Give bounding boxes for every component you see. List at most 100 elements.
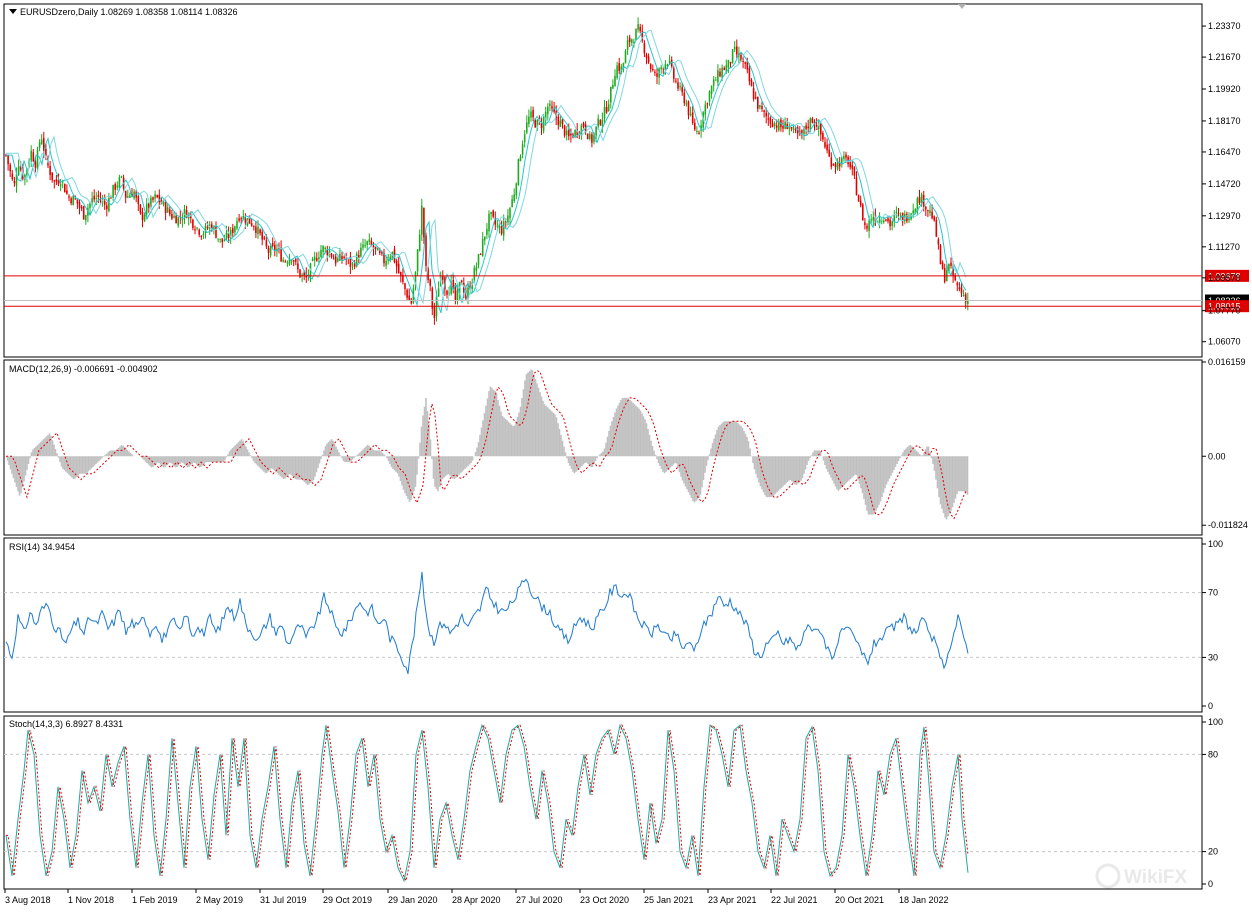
candle-body — [127, 196, 129, 198]
candle-body — [801, 130, 803, 133]
date-axis-label: 27 Jul 2020 — [516, 895, 563, 905]
candle-body — [895, 212, 898, 214]
stoch-series-layer — [4, 723, 1202, 883]
candle-body — [442, 275, 444, 280]
candle-body — [200, 235, 203, 237]
candle-body — [679, 85, 681, 87]
date-axis-label: 29 Oct 2019 — [323, 895, 372, 905]
price-axis-label: 1.09570 — [1208, 273, 1241, 283]
candle-body — [698, 132, 700, 134]
candle-body — [423, 208, 425, 238]
candle-body — [145, 203, 148, 215]
candle-body — [505, 221, 507, 223]
candle-body — [255, 226, 257, 233]
price-axis-label: 1.14720 — [1208, 179, 1241, 189]
candle-body — [931, 211, 933, 219]
candle-body — [229, 229, 232, 239]
candle-body — [668, 60, 671, 64]
candle-body — [227, 233, 230, 238]
date-axis-label: 23 Apr 2021 — [708, 895, 757, 905]
candle-body — [832, 164, 835, 166]
candle-body — [253, 225, 255, 227]
macd-series-layer — [6, 369, 969, 520]
candle-body — [826, 144, 828, 151]
candle-body — [318, 257, 320, 259]
candle-body — [956, 282, 959, 286]
candle-body — [509, 208, 511, 219]
candle-body — [883, 220, 885, 223]
candle-body — [748, 68, 751, 82]
candle-body — [353, 264, 356, 267]
candle-body — [885, 219, 887, 221]
candle-body — [662, 68, 665, 70]
date-axis-label: 18 Jan 2022 — [899, 895, 949, 905]
candle-body — [853, 167, 856, 176]
macd-panel[interactable] — [3, 359, 1203, 536]
candle-body — [532, 110, 534, 118]
candle-body — [225, 232, 228, 239]
candle-body — [660, 67, 662, 70]
candle-body — [845, 154, 847, 158]
candle-body — [343, 256, 345, 259]
candle-body — [326, 248, 329, 256]
candle-body — [744, 62, 746, 64]
candle-body — [248, 215, 251, 224]
candle-body — [763, 110, 765, 112]
candle-body — [137, 195, 140, 205]
candle-body — [769, 117, 772, 124]
candle-body — [313, 256, 316, 261]
candle-body — [803, 126, 805, 134]
candle-body — [673, 68, 675, 79]
candle-body — [654, 71, 656, 73]
candle-body — [656, 73, 658, 77]
candle-body — [116, 185, 119, 188]
candle-body — [450, 279, 452, 295]
candle-body — [101, 200, 104, 202]
symbol-dropdown-icon[interactable] — [9, 9, 17, 14]
candle-body — [112, 184, 114, 198]
candle-body — [34, 161, 37, 168]
candle-body — [7, 155, 9, 165]
candle-body — [631, 39, 633, 43]
candle-body — [719, 71, 721, 77]
price-panel[interactable] — [3, 3, 1203, 358]
candle-body — [82, 206, 85, 220]
candle-body — [49, 165, 51, 175]
rsi-axis-label: 30 — [1208, 652, 1218, 662]
candle-body — [80, 206, 83, 209]
rsi-panel[interactable] — [3, 537, 1203, 713]
candle-body — [114, 184, 116, 190]
candle-body — [788, 127, 791, 129]
candle-body — [78, 202, 81, 208]
candle-body — [878, 218, 881, 224]
candle-body — [649, 64, 652, 69]
candle-body — [124, 191, 127, 198]
candle-body — [962, 294, 965, 296]
scroll-marker-icon[interactable] — [958, 4, 966, 9]
candle-body — [358, 254, 360, 258]
candle-body — [76, 199, 79, 204]
stoch-panel[interactable] — [3, 715, 1203, 890]
candle-body — [670, 59, 673, 67]
candle-body — [322, 246, 324, 252]
candle-body — [95, 197, 98, 199]
price-panel-title: EURUSDzero,Daily 1.08269 1.08358 1.08114… — [20, 7, 237, 17]
candle-body — [807, 126, 809, 129]
candle-body — [158, 194, 161, 203]
candle-body — [603, 106, 606, 119]
candle-body — [782, 125, 784, 129]
candle-body — [887, 218, 889, 222]
date-axis-label: 28 Apr 2020 — [452, 895, 501, 905]
candle-body — [918, 197, 921, 203]
candle-body — [675, 80, 677, 82]
candle-body — [456, 290, 459, 301]
candle-body — [775, 125, 778, 128]
candle-body — [381, 251, 383, 254]
candle-body — [64, 183, 66, 193]
candle-body — [181, 218, 184, 221]
candle-body — [864, 222, 866, 225]
candle-body — [891, 221, 893, 226]
candle-body — [784, 121, 786, 129]
candle-body — [731, 49, 734, 64]
